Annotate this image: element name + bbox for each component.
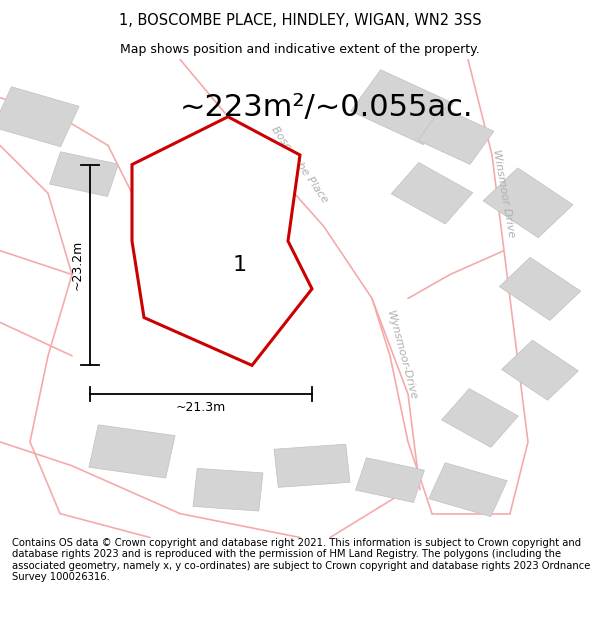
Polygon shape [442, 389, 518, 448]
Text: Contains OS data © Crown copyright and database right 2021. This information is : Contains OS data © Crown copyright and d… [12, 538, 590, 582]
Text: Boscombe Place: Boscombe Place [270, 124, 330, 205]
Polygon shape [0, 87, 79, 147]
Text: 1: 1 [233, 255, 247, 275]
Text: ~223m²/~0.055ac.: ~223m²/~0.055ac. [180, 93, 473, 122]
Text: ~23.2m: ~23.2m [71, 240, 84, 290]
Polygon shape [274, 444, 350, 488]
Polygon shape [132, 117, 312, 366]
Text: Winsmoor Drive: Winsmoor Drive [491, 148, 517, 238]
Text: 1, BOSCOMBE PLACE, HINDLEY, WIGAN, WN2 3SS: 1, BOSCOMBE PLACE, HINDLEY, WIGAN, WN2 3… [119, 13, 481, 28]
Polygon shape [418, 107, 494, 164]
Polygon shape [193, 468, 263, 511]
Text: Map shows position and indicative extent of the property.: Map shows position and indicative extent… [120, 42, 480, 56]
Polygon shape [89, 425, 175, 478]
Polygon shape [391, 162, 473, 224]
Polygon shape [483, 168, 573, 238]
Polygon shape [499, 258, 581, 321]
Polygon shape [50, 152, 118, 196]
Text: ~21.3m: ~21.3m [176, 401, 226, 414]
Polygon shape [350, 70, 454, 144]
Text: Wynsmoor-Drive: Wynsmoor-Drive [385, 310, 419, 402]
Polygon shape [356, 458, 424, 503]
Polygon shape [429, 462, 507, 517]
Polygon shape [502, 340, 578, 400]
